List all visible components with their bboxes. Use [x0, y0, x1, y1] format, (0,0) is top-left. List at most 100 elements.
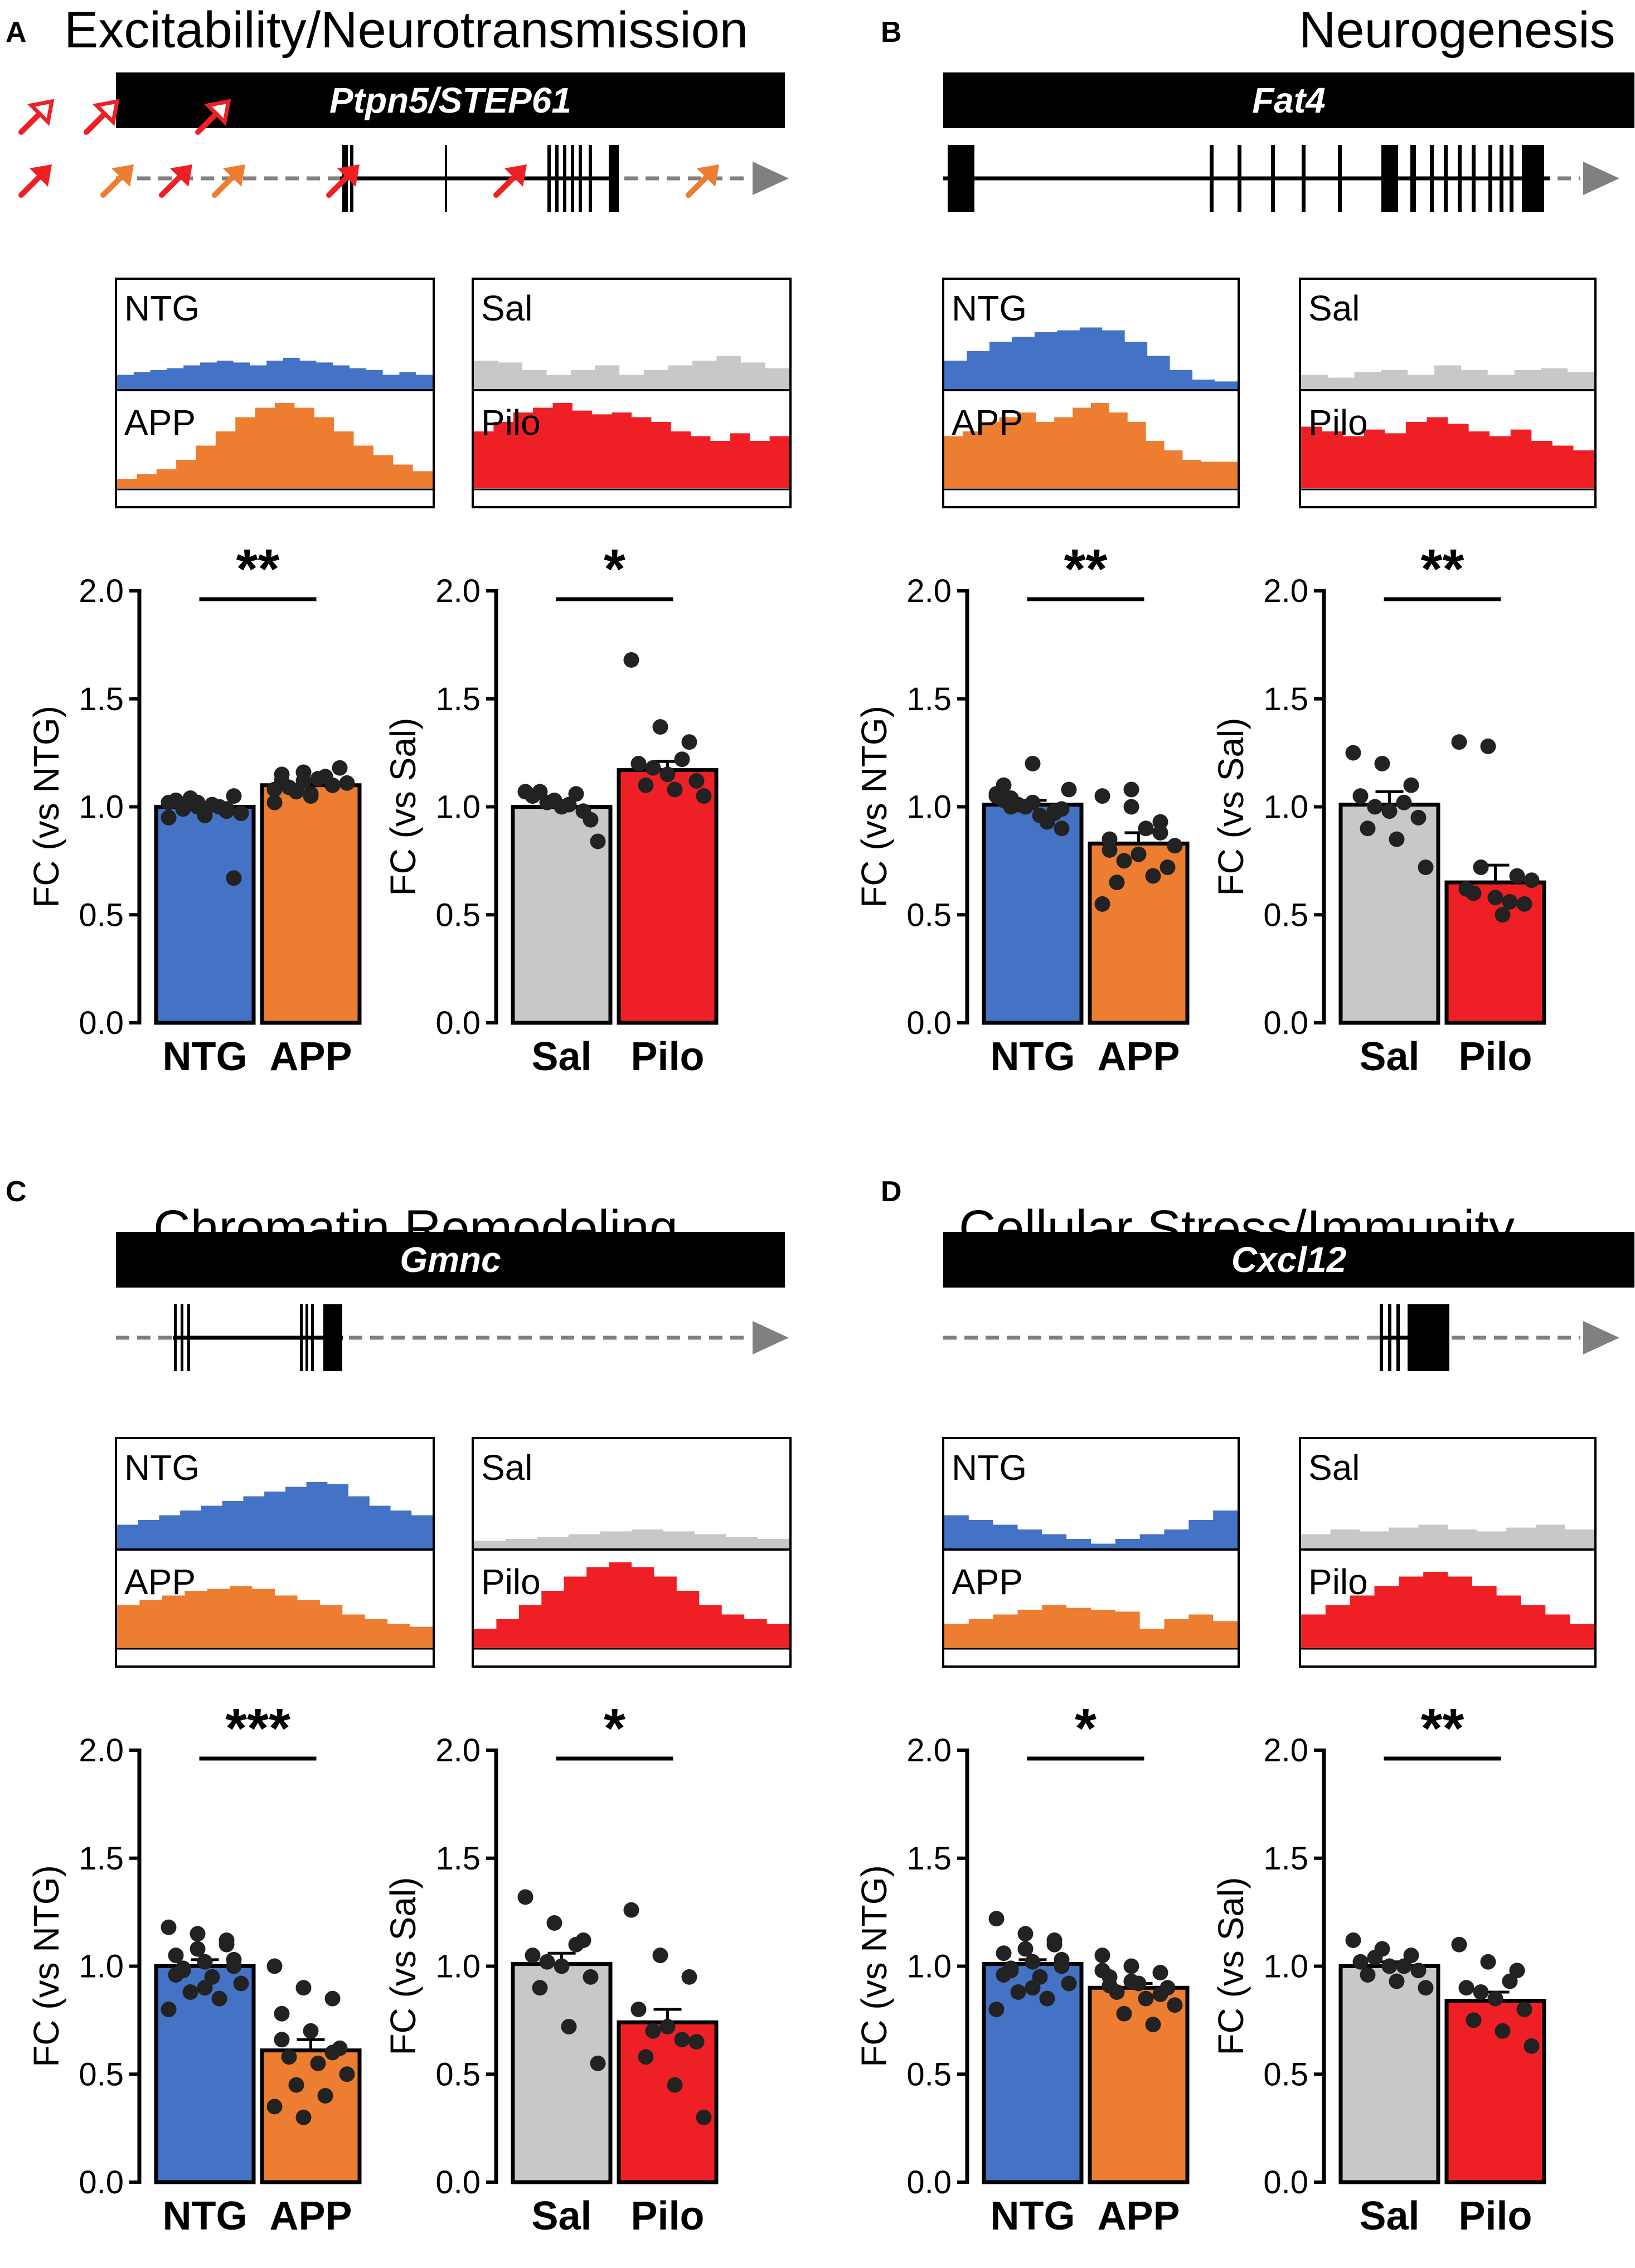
arrow-head-open — [27, 99, 55, 127]
data-point — [623, 1902, 639, 1918]
data-point — [1094, 896, 1110, 912]
significance-stars: ** — [1421, 538, 1464, 600]
y-tick-label: 0.5 — [435, 2056, 481, 2092]
site-arrow — [212, 164, 245, 198]
gene-name: Gmnc — [400, 1240, 501, 1280]
data-point — [1466, 885, 1482, 901]
bar-sal — [511, 1962, 613, 2184]
data-point — [583, 1969, 599, 1985]
data-point — [1473, 859, 1489, 875]
y-tick-label: 1.0 — [79, 1949, 124, 1985]
coverage-track-1: Sal Pilo — [1299, 278, 1597, 508]
data-point — [1138, 820, 1154, 837]
data-point — [226, 788, 242, 804]
site-arrow — [493, 164, 527, 198]
data-point — [161, 1919, 177, 1935]
x-category-label: Sal — [531, 2194, 591, 2238]
data-point — [688, 2034, 705, 2050]
data-point — [1396, 794, 1412, 810]
coverage-track-0: NTG APP — [115, 278, 435, 508]
data-point — [1145, 868, 1161, 884]
y-axis-label: FC (vs Sal) — [1211, 1877, 1251, 2056]
y-tick-label: 0.5 — [79, 897, 124, 933]
exon — [187, 1304, 190, 1371]
exon — [1500, 145, 1503, 212]
data-point — [688, 773, 705, 789]
data-point — [996, 1945, 1012, 1961]
data-point — [1516, 896, 1532, 912]
exon — [1488, 145, 1492, 212]
coverage-bottom-fill — [944, 403, 1238, 488]
data-point — [1509, 868, 1525, 884]
coverage-top-fill — [474, 1529, 789, 1548]
arrow-head-filled — [337, 164, 360, 187]
data-point — [1374, 756, 1390, 771]
data-point — [1487, 1990, 1503, 2007]
exon — [1522, 145, 1544, 212]
bar-chart-1: 0.0 0.5 1.0 1.5 2.0 FC (vs Sal) Sal Pilo ** — [1211, 538, 1546, 1079]
y-tick-label: 1.0 — [1263, 789, 1308, 825]
data-point — [226, 870, 242, 886]
coverage-top-fill — [1301, 365, 1594, 389]
y-tick-label: 2.0 — [1263, 573, 1308, 609]
bar-chart-0: 0.0 0.5 1.0 1.5 2.0 FC (vs NTG) NTG APP * — [854, 1697, 1190, 2238]
bar-chart-0: 0.0 0.5 1.0 1.5 2.0 FC (vs NTG) NTG APP *** — [26, 1697, 362, 2238]
y-tick-label: 2.0 — [79, 1732, 124, 1769]
data-point — [517, 1889, 533, 1905]
panel-a: A Excitability/Neurotransmission Ptpn5/STE… — [6, 2, 792, 1079]
data-point — [1010, 1984, 1026, 2000]
data-point — [1516, 2002, 1532, 2017]
y-tick-label: 2.0 — [435, 1732, 481, 1769]
bar-chart-0: 0.0 0.5 1.0 1.5 2.0 FC (vs NTG) NTG APP ** — [854, 538, 1190, 1079]
data-point — [1138, 1990, 1154, 2007]
y-tick-label: 0.5 — [906, 897, 952, 933]
significance-stars: * — [604, 1697, 625, 1760]
gene-bar — [943, 72, 1634, 128]
data-point — [561, 2019, 577, 2034]
bar-app — [1088, 1985, 1190, 2184]
data-point — [1367, 1950, 1383, 1965]
data-point — [1025, 1980, 1041, 1996]
coverage-track-0: NTG APP — [942, 278, 1240, 508]
data-point — [190, 1926, 206, 1942]
y-tick-label: 1.0 — [79, 789, 124, 825]
data-point — [1061, 781, 1077, 798]
data-point — [182, 1984, 198, 2000]
y-axis-label: FC (vs NTG) — [854, 706, 894, 908]
exon — [1444, 145, 1448, 212]
y-tick-label: 2.0 — [79, 573, 124, 609]
y-tick-label: 1.5 — [435, 681, 481, 717]
data-point — [590, 2055, 606, 2071]
exon — [1302, 145, 1306, 212]
y-tick-label: 0.0 — [906, 1005, 952, 1041]
x-category-label: NTG — [991, 2194, 1075, 2238]
data-point — [175, 799, 191, 815]
bar-pilo — [617, 2020, 719, 2184]
exon — [1396, 1304, 1400, 1371]
data-point — [1487, 890, 1503, 906]
arrow-head-filled — [697, 164, 719, 187]
y-tick-label: 1.0 — [906, 789, 952, 825]
bar-ntg — [154, 1964, 256, 2184]
coverage-top-fill — [474, 356, 789, 389]
data-point — [303, 2023, 319, 2039]
x-category-label: NTG — [991, 1035, 1075, 1079]
exon — [1380, 1304, 1383, 1371]
data-point — [161, 2002, 177, 2017]
panel-letter: B — [881, 16, 902, 48]
coverage-bottom-fill — [1301, 417, 1594, 488]
data-point — [295, 1980, 312, 1996]
data-point — [659, 766, 676, 783]
exon — [1388, 1304, 1391, 1371]
exon — [174, 1304, 177, 1371]
data-point — [1123, 1973, 1139, 1989]
y-tick-label: 0.5 — [79, 2056, 124, 2092]
data-point — [1116, 853, 1132, 869]
data-point — [1451, 1936, 1467, 1953]
coverage-top-fill — [117, 1482, 433, 1548]
data-point — [539, 794, 555, 810]
data-point — [1109, 875, 1125, 891]
coverage-bottom-fill — [474, 1562, 789, 1648]
